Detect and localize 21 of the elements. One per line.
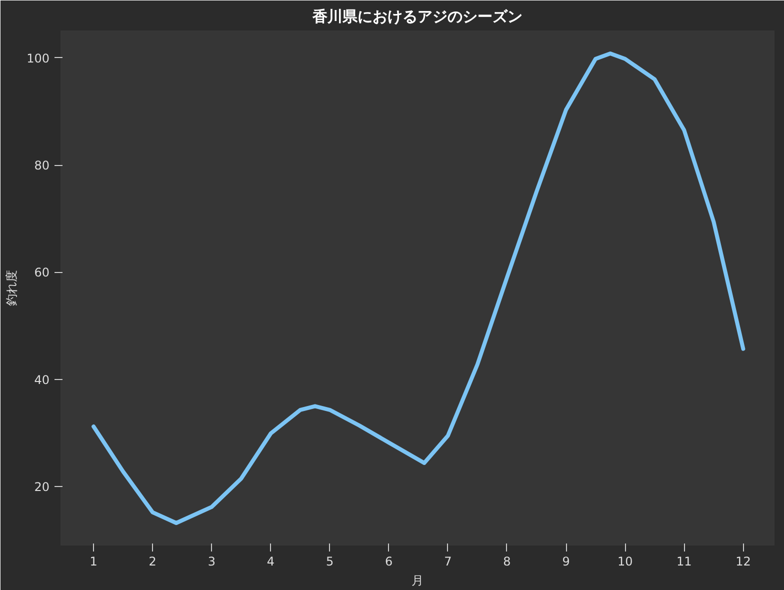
x-tick-label: 4: [266, 554, 275, 568]
x-tick-label: 12: [736, 554, 751, 568]
y-tick-label: 80: [34, 158, 50, 173]
y-tick-label: 60: [34, 266, 50, 280]
x-tick-label: 10: [617, 554, 633, 568]
x-tick-label: 6: [385, 554, 393, 568]
y-tick-label: 100: [26, 51, 50, 66]
x-tick-label: 2: [148, 554, 156, 568]
x-tick-label: 5: [326, 554, 334, 568]
x-tick-label: 8: [503, 554, 511, 568]
x-axis-title: 月: [412, 574, 424, 588]
line-series: [92, 52, 746, 525]
x-tick-label: 11: [676, 554, 692, 568]
x-tick-label: 7: [444, 554, 452, 568]
y-tick-label: 20: [34, 480, 50, 494]
chart-title: 香川県におけるアジのシーズン: [312, 8, 522, 26]
y-axis-title: 釣れ度: [4, 270, 19, 306]
x-tick-label: 3: [208, 554, 216, 568]
y-tick-label: 40: [34, 372, 50, 387]
x-tick-label: 1: [90, 554, 98, 568]
x-tick-label: 9: [562, 554, 570, 568]
